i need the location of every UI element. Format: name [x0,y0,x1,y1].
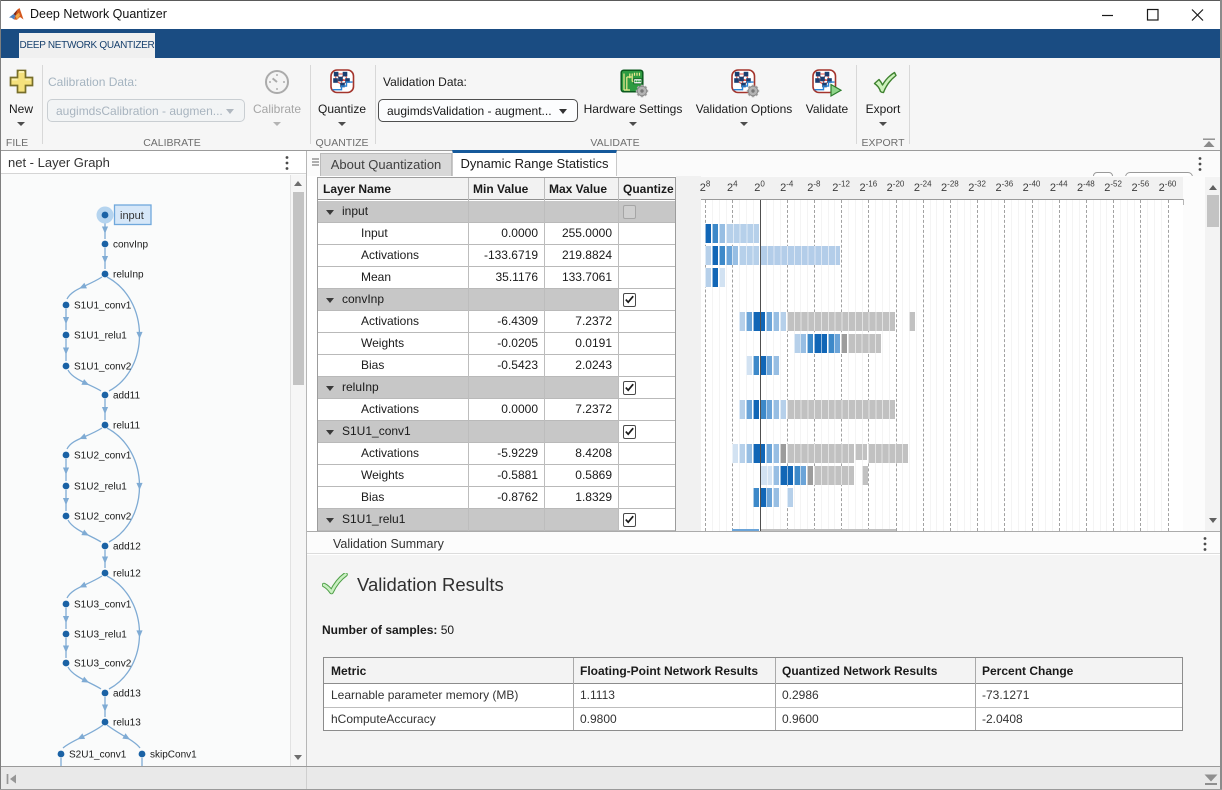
svg-text:relu11: relu11 [113,421,140,432]
svg-text:S1U1_relu1: S1U1_relu1 [74,331,127,342]
svg-text:add12: add12 [113,542,141,553]
svg-text:relu13: relu13 [113,718,141,729]
svg-text:relu12: relu12 [113,569,141,580]
svg-text:add13: add13 [113,689,141,700]
svg-text:input: input [120,210,144,222]
svg-text:S2U1_conv1: S2U1_conv1 [69,750,127,761]
svg-text:S1U2_relu1: S1U2_relu1 [74,482,127,493]
svg-text:reluInp: reluInp [113,270,144,281]
svg-text:S1U3_relu1: S1U3_relu1 [74,630,127,641]
svg-text:convInp: convInp [113,240,148,251]
svg-text:S1U3_conv2: S1U3_conv2 [74,659,132,670]
svg-text:S1U1_conv1: S1U1_conv1 [74,301,132,312]
svg-text:S1U1_conv2: S1U1_conv2 [74,362,132,373]
svg-text:S1U2_conv2: S1U2_conv2 [74,512,132,523]
svg-text:S1U3_conv1: S1U3_conv1 [74,600,132,611]
svg-text:skipConv1: skipConv1 [150,750,197,761]
svg-text:S1U2_conv1: S1U2_conv1 [74,451,132,462]
svg-text:add11: add11 [113,391,141,402]
